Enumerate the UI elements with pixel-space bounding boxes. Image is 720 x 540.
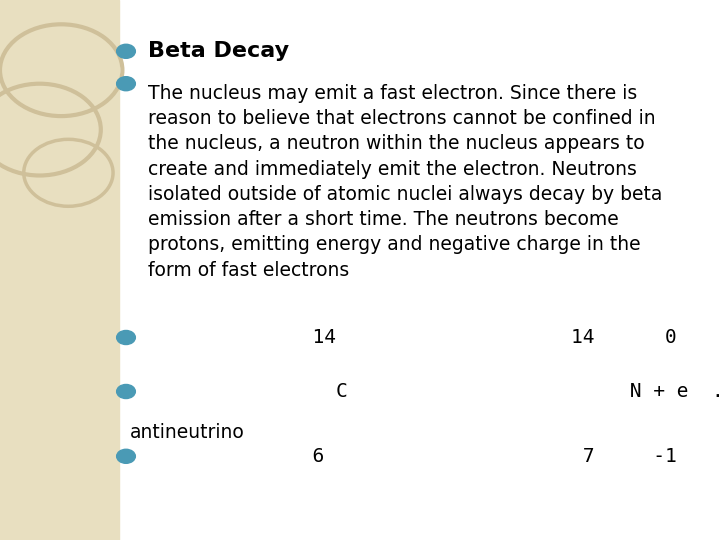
Text: Beta Decay: Beta Decay bbox=[148, 41, 289, 62]
Text: antineutrino: antineutrino bbox=[130, 422, 244, 442]
Circle shape bbox=[117, 77, 135, 91]
Circle shape bbox=[117, 449, 135, 463]
Text: C                        N + e  .+: C N + e .+ bbox=[148, 382, 720, 401]
Circle shape bbox=[117, 330, 135, 345]
Circle shape bbox=[117, 384, 135, 399]
Bar bbox=[0, 0, 119, 540]
Text: 14                    14      0: 14 14 0 bbox=[148, 328, 676, 347]
Text: The nucleus may emit a fast electron. Since there is
reason to believe that elec: The nucleus may emit a fast electron. Si… bbox=[148, 84, 662, 280]
Circle shape bbox=[117, 44, 135, 58]
Text: 6                      7     -1: 6 7 -1 bbox=[148, 447, 676, 466]
